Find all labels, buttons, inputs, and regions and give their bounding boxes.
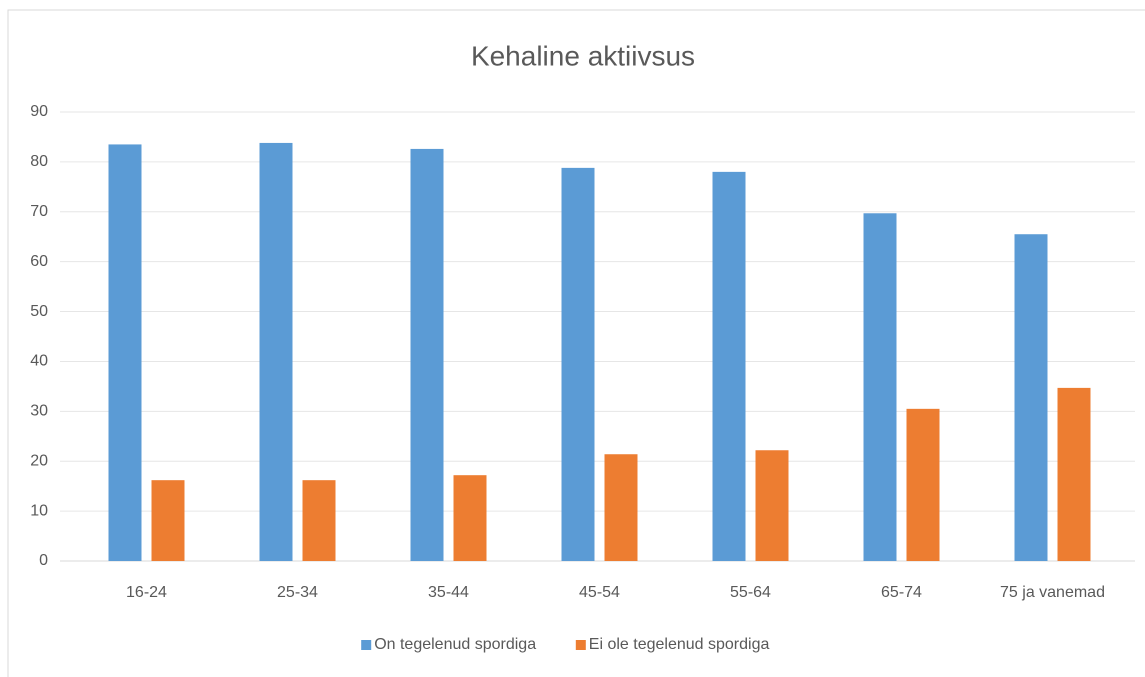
x-tick-label: 35-44 [428,584,469,601]
bar [561,167,595,561]
x-tick-label: 65-74 [881,584,922,601]
bar [410,148,444,561]
x-tick-label: 45-54 [579,584,620,601]
y-tick-label: 90 [30,103,48,120]
y-tick-label: 70 [30,203,48,220]
y-tick-label: 0 [39,552,48,569]
x-tick-label: 75 ja vanemad [1000,584,1105,601]
legend-swatch [575,640,586,650]
x-tick-label: 25-34 [277,584,318,601]
bar [906,408,940,561]
bar [151,480,185,561]
bar [604,454,638,561]
bar [712,171,746,561]
bar [755,450,789,561]
bar [1014,234,1048,561]
bar [1057,387,1091,561]
y-tick-label: 60 [30,253,48,270]
y-tick-label: 40 [30,353,48,370]
y-tick-label: 80 [30,153,48,170]
y-tick-label: 10 [30,502,48,519]
bar [302,480,336,561]
bar [863,213,897,561]
legend-swatch [361,640,372,650]
x-tick-label: 16-24 [126,584,167,601]
bar [453,475,487,561]
chart-title: Kehaline aktiivsus [471,40,695,71]
y-tick-label: 50 [30,303,48,320]
legend-label: Ei ole tegelenud spordiga [589,636,770,653]
legend-label: On tegelenud spordiga [374,636,536,653]
bar [108,144,142,561]
bar [259,142,293,562]
y-tick-label: 20 [30,452,48,469]
y-tick-label: 30 [30,403,48,420]
x-tick-label: 55-64 [730,584,771,601]
